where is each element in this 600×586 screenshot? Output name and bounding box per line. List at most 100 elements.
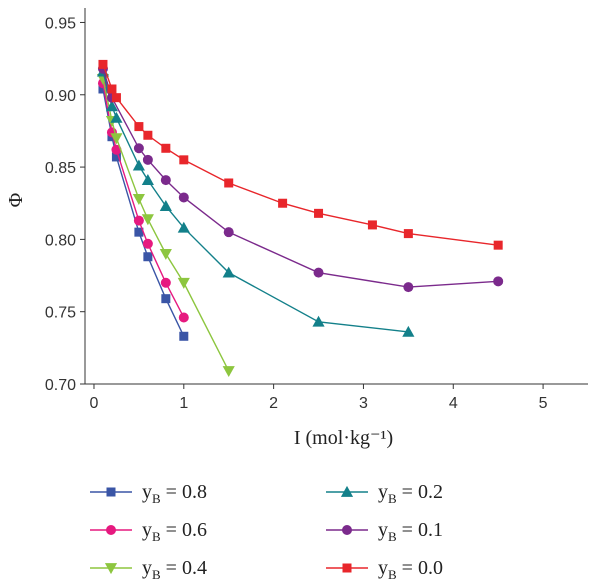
data-point xyxy=(403,229,413,239)
legend-label: yB = 0.4 xyxy=(142,557,207,582)
legend-entry: yB = 0.1 xyxy=(326,519,443,544)
data-point xyxy=(161,294,171,304)
data-point xyxy=(313,267,324,278)
data-point xyxy=(224,178,234,188)
legend-label-main: y xyxy=(378,557,388,579)
data-point xyxy=(367,220,377,230)
y-tick-label: 0.95 xyxy=(45,15,76,32)
data-point xyxy=(132,194,145,205)
legend-swatch-marker xyxy=(342,525,352,535)
x-tick-label: 4 xyxy=(449,395,458,412)
data-point xyxy=(403,282,414,293)
legend-swatch-marker xyxy=(342,563,352,573)
data-point xyxy=(134,122,144,132)
legend-label: yB = 0.0 xyxy=(378,557,443,582)
series-line xyxy=(102,71,409,333)
legend-label-value: = 0.2 xyxy=(397,481,443,503)
series-5 xyxy=(98,59,503,250)
data-point xyxy=(143,252,153,262)
legend-label-value: = 0.8 xyxy=(161,481,207,503)
data-point xyxy=(161,143,171,153)
legend-label-main: y xyxy=(142,519,152,541)
data-point xyxy=(178,312,189,323)
data-point xyxy=(222,266,235,278)
data-point xyxy=(107,84,117,94)
legend-swatch-marker xyxy=(106,487,116,497)
y-tick-label: 0.70 xyxy=(45,377,76,394)
legend-entry: yB = 0.8 xyxy=(90,481,207,506)
legend-label-value: = 0.0 xyxy=(397,557,443,579)
data-point xyxy=(314,208,324,218)
data-point xyxy=(278,198,288,208)
legend-entry: yB = 0.2 xyxy=(326,481,443,506)
data-point xyxy=(141,174,154,185)
legend-label-main: y xyxy=(142,481,152,503)
data-point xyxy=(110,133,123,145)
legend-label: yB = 0.8 xyxy=(142,481,207,506)
legend-label-sub: B xyxy=(152,567,161,582)
data-point xyxy=(223,227,234,238)
data-point xyxy=(98,59,108,69)
data-point xyxy=(111,152,121,162)
y-tick-label: 0.80 xyxy=(45,232,76,249)
legend: yB = 0.8 yB = 0.2yB = 0.6 yB = 0.1yB = 0.4… xyxy=(90,481,443,582)
legend-label: yB = 0.1 xyxy=(378,519,443,544)
series-line xyxy=(102,64,499,246)
data-point xyxy=(134,227,144,237)
legend-label: yB = 0.2 xyxy=(378,481,443,506)
legend-label-value: = 0.1 xyxy=(397,519,443,541)
plot-area xyxy=(96,59,504,378)
data-point xyxy=(493,276,504,287)
data-point xyxy=(105,100,119,112)
data-point xyxy=(177,277,190,289)
legend-entry: yB = 0.6 xyxy=(90,519,207,544)
legend-label-sub: B xyxy=(388,491,397,506)
legend-label-value: = 0.6 xyxy=(161,519,207,541)
series-1 xyxy=(97,78,189,323)
data-point xyxy=(312,315,325,327)
x-axis-label: I (mol·kg⁻¹) xyxy=(294,427,393,449)
x-tick-label: 1 xyxy=(179,395,188,412)
x-tick-label: 0 xyxy=(90,395,99,412)
data-point xyxy=(141,214,154,226)
legend-label-sub: B xyxy=(152,529,161,544)
data-point xyxy=(111,144,122,155)
x-ticks: 0 1 2 3 4 5 xyxy=(90,384,548,412)
series-4 xyxy=(97,63,504,293)
legend-swatch-marker xyxy=(104,563,118,575)
data-point xyxy=(222,366,235,378)
legend-label: yB = 0.6 xyxy=(142,519,207,544)
data-point xyxy=(133,215,144,226)
data-point xyxy=(179,331,189,341)
legend-label-value: = 0.4 xyxy=(161,557,207,579)
data-point xyxy=(159,200,172,211)
x-tick-label: 5 xyxy=(539,395,548,412)
legend-swatch-marker xyxy=(340,485,354,497)
data-point xyxy=(493,240,503,250)
legend-label-main: y xyxy=(378,519,388,541)
data-point xyxy=(111,93,121,103)
data-point xyxy=(143,130,153,140)
x-tick-label: 2 xyxy=(269,395,278,412)
data-point xyxy=(178,192,189,203)
data-point xyxy=(132,159,145,171)
series-3 xyxy=(96,65,415,337)
data-point xyxy=(159,248,172,260)
data-point xyxy=(160,277,171,288)
y-ticks: 0.70 0.75 0.80 0.85 0.90 0.95 xyxy=(45,15,85,394)
y-tick-label: 0.75 xyxy=(45,305,76,322)
legend-label-main: y xyxy=(142,557,152,579)
series-line xyxy=(102,68,499,288)
data-point xyxy=(142,238,153,249)
legend-swatch-marker xyxy=(106,525,116,535)
data-point xyxy=(133,143,144,154)
y-axis-label: Φ xyxy=(5,192,27,207)
y-tick-label: 0.85 xyxy=(45,160,76,177)
data-point xyxy=(402,325,415,337)
data-point xyxy=(142,154,153,165)
y-tick-label: 0.90 xyxy=(45,88,76,105)
data-point xyxy=(179,155,189,165)
data-point xyxy=(160,175,171,186)
legend-entry: yB = 0.0 xyxy=(326,557,443,582)
